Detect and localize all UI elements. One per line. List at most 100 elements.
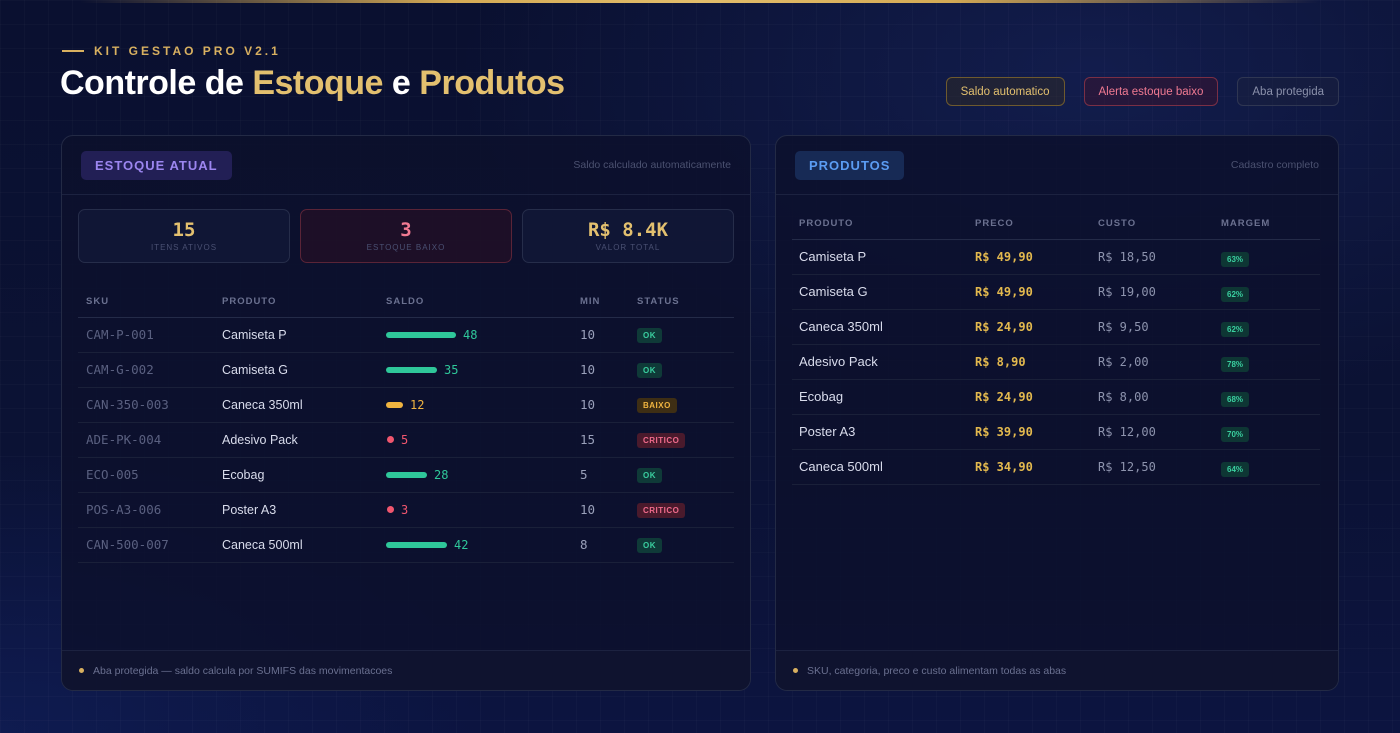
column-header-preco[interactable]: PRECO [968, 209, 1091, 240]
status-badge: OK [637, 363, 662, 378]
product-name-cell: Ecobag [214, 457, 378, 493]
stat-value: 15 [172, 218, 196, 241]
sku-cell: CAN-500-007 [78, 527, 214, 563]
price-cell: R$ 8,90 [968, 344, 1091, 380]
saldo-bar [386, 471, 427, 478]
status-badge: CRITICO [637, 433, 686, 448]
margin-badge: 62% [1221, 286, 1250, 302]
table-row[interactable]: ADE-PK-004 Adesivo Pack 5 15 CRITICO [78, 422, 734, 458]
chip-saldo-automatico[interactable]: Saldo automatico [945, 77, 1065, 106]
table-row[interactable]: Camiseta G R$ 49,90 R$ 19,00 62% [792, 274, 1320, 310]
column-header-custo[interactable]: CUSTO [1091, 209, 1214, 240]
product-name-cell: Camiseta P [792, 239, 968, 275]
kicker-dash [62, 50, 84, 52]
product-name-cell: Caneca 500ml [792, 449, 968, 485]
table-row[interactable]: Camiseta P R$ 49,90 R$ 18,50 63% [792, 239, 1320, 275]
margin-badge: 78% [1221, 356, 1250, 372]
saldo-cell: 12 [378, 387, 572, 423]
sku-cell: CAN-350-003 [78, 387, 214, 423]
products-panel-footer: SKU, categoria, preco e custo alimentam … [776, 650, 1338, 690]
saldo-dot [387, 436, 394, 443]
table-row[interactable]: Caneca 350ml R$ 24,90 R$ 9,50 62% [792, 309, 1320, 345]
price-cell: R$ 39,90 [968, 414, 1091, 450]
min-cell: 5 [572, 457, 629, 493]
products-table-header: PRODUTO PRECO CUSTO MARGEM [792, 209, 1320, 240]
product-name-cell: Camiseta P [214, 317, 378, 353]
stock-panel-header: ESTOQUE ATUAL Saldo calculado automatica… [62, 136, 750, 195]
min-cell: 15 [572, 422, 629, 458]
stock-panel-tag: ESTOQUE ATUAL [81, 150, 232, 180]
cost-cell: R$ 2,00 [1091, 344, 1214, 380]
title-highlight-produtos: Produtos [419, 64, 565, 102]
margin-cell: 62% [1214, 309, 1320, 345]
saldo-cell: 5 [378, 422, 572, 458]
column-header-produto[interactable]: PRODUTO [792, 209, 968, 240]
status-cell: OK [629, 352, 734, 388]
column-header-sku[interactable]: SKU [78, 287, 214, 318]
feature-chips: Saldo automatico Alerta estoque baixo Ab… [945, 77, 1339, 106]
table-row[interactable]: POS-A3-006 Poster A3 3 10 CRITICO [78, 492, 734, 528]
margin-badge: 62% [1221, 321, 1250, 337]
table-row[interactable]: CAN-500-007 Caneca 500ml 42 8 OK [78, 527, 734, 563]
saldo-cell: 3 [378, 492, 572, 528]
price-cell: R$ 49,90 [968, 274, 1091, 310]
footer-bullet-icon [793, 668, 798, 673]
column-header-produto[interactable]: PRODUTO [214, 287, 378, 318]
stock-table: SKU PRODUTO SALDO MIN STATUS CAM-P-001 Ca… [78, 287, 734, 563]
column-header-saldo[interactable]: SALDO [378, 287, 572, 318]
cost-cell: R$ 8,00 [1091, 379, 1214, 415]
saldo-cell: 35 [378, 352, 572, 388]
margin-badge: 70% [1221, 426, 1250, 442]
sku-cell: ECO-005 [78, 457, 214, 493]
products-panel: PRODUTOS Cadastro completo PRODUTO PRECO… [775, 135, 1339, 691]
table-row[interactable]: CAM-G-002 Camiseta G 35 10 OK [78, 352, 734, 388]
column-header-margem[interactable]: MARGEM [1214, 209, 1320, 240]
margin-cell: 63% [1214, 239, 1320, 275]
sku-cell: ADE-PK-004 [78, 422, 214, 458]
chip-aba-protegida[interactable]: Aba protegida [1237, 77, 1339, 106]
status-cell: OK [629, 527, 734, 563]
status-cell: OK [629, 317, 734, 353]
saldo-dot [387, 506, 394, 513]
saldo-bar [386, 541, 447, 548]
products-panel-header: PRODUTOS Cadastro completo [776, 136, 1338, 195]
status-badge: BAIXO [637, 398, 677, 413]
stat-label: VALOR TOTAL [595, 243, 661, 253]
saldo-value: 3 [401, 502, 409, 517]
product-name-cell: Poster A3 [214, 492, 378, 528]
title-text-2: e [382, 64, 420, 102]
table-row[interactable]: Adesivo Pack R$ 8,90 R$ 2,00 78% [792, 344, 1320, 380]
sku-cell: POS-A3-006 [78, 492, 214, 528]
table-row[interactable]: ECO-005 Ecobag 28 5 OK [78, 457, 734, 493]
saldo-value: 42 [454, 537, 469, 552]
saldo-cell: 48 [378, 317, 572, 353]
table-row[interactable]: CAN-350-003 Caneca 350ml 12 10 BAIXO [78, 387, 734, 423]
table-row[interactable]: Poster A3 R$ 39,90 R$ 12,00 70% [792, 414, 1320, 450]
status-badge: OK [637, 328, 662, 343]
product-name-cell: Poster A3 [792, 414, 968, 450]
margin-badge: 64% [1221, 461, 1250, 477]
chip-alerta-estoque-baixo[interactable]: Alerta estoque baixo [1083, 77, 1219, 106]
table-row[interactable]: CAM-P-001 Camiseta P 48 10 OK [78, 317, 734, 353]
products-panel-tag: PRODUTOS [795, 150, 905, 180]
cost-cell: R$ 12,50 [1091, 449, 1214, 485]
table-row[interactable]: Caneca 500ml R$ 34,90 R$ 12,50 64% [792, 449, 1320, 485]
saldo-value: 35 [444, 362, 459, 377]
column-header-status[interactable]: STATUS [629, 287, 734, 318]
saldo-cell: 42 [378, 527, 572, 563]
cost-cell: R$ 18,50 [1091, 239, 1214, 275]
title-text-1: Controle de [60, 64, 253, 102]
page-title: Controle de Estoque e Produtos [60, 64, 565, 103]
title-highlight-estoque: Estoque [252, 64, 383, 102]
column-header-min[interactable]: MIN [572, 287, 629, 318]
price-cell: R$ 34,90 [968, 449, 1091, 485]
table-row[interactable]: Ecobag R$ 24,90 R$ 8,00 68% [792, 379, 1320, 415]
cost-cell: R$ 9,50 [1091, 309, 1214, 345]
status-cell: OK [629, 457, 734, 493]
stat-card-itens-ativos: 15 ITENS ATIVOS [78, 209, 290, 263]
saldo-bar [386, 331, 456, 338]
products-footer-note: SKU, categoria, preco e custo alimentam … [807, 664, 1067, 677]
top-accent-line [80, 0, 1320, 3]
cost-cell: R$ 12,00 [1091, 414, 1214, 450]
margin-badge: 63% [1221, 251, 1250, 267]
